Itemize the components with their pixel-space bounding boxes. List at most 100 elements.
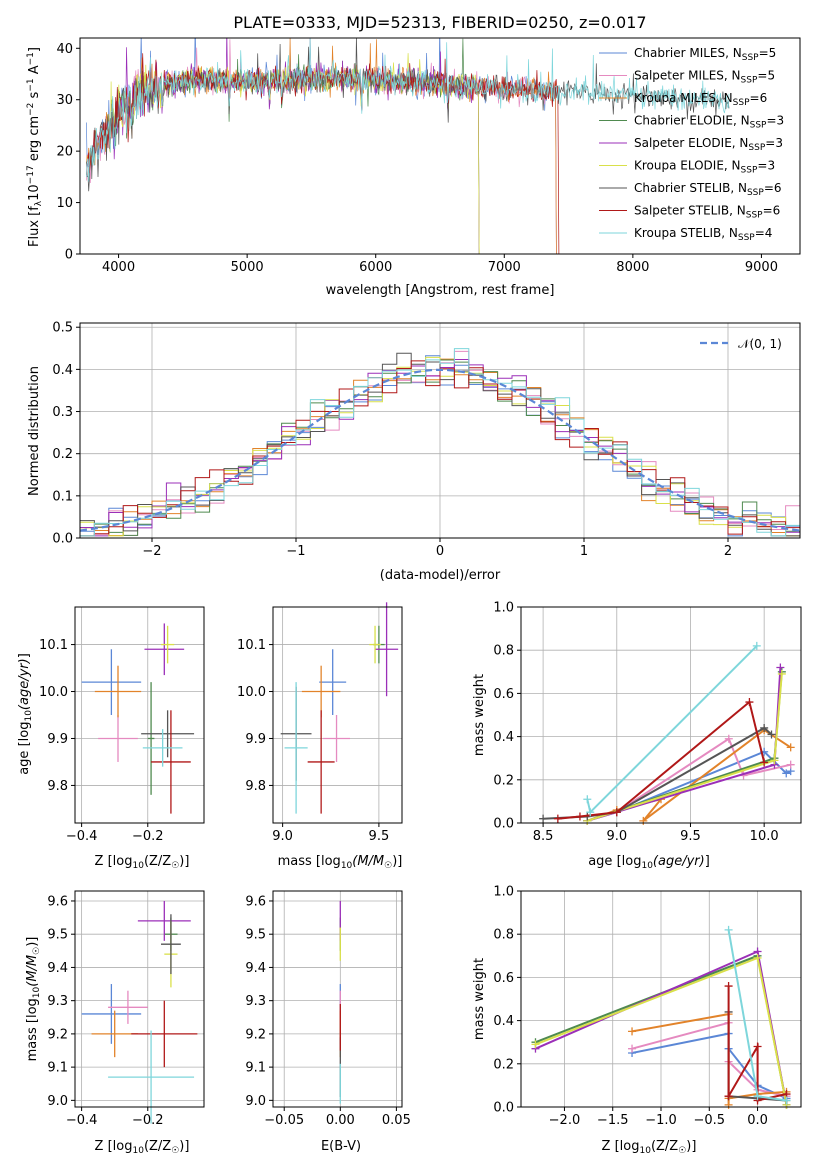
y-tick-label: 9.0: [245, 1094, 266, 1109]
legend-subscript: SSP: [746, 211, 763, 221]
legend-entry: Chabrier ELODIE, NSSP=3: [634, 114, 784, 131]
age-weight-xlabel: age [log10(age/yr)]: [588, 854, 710, 871]
legend-entry: Salpeter STELIB, NSSP=6: [634, 204, 780, 221]
weight-marker: [612, 808, 621, 817]
weight-marker: [586, 808, 595, 817]
y-tick-label: 9.3: [245, 994, 266, 1009]
x-tick-label: 9.5: [680, 829, 701, 844]
y-tick-label: 20: [56, 145, 73, 160]
y-tick-label: 0.0: [493, 817, 514, 832]
z-age-ylabel: age [log10(age/yr)]: [17, 653, 34, 775]
weight-marker: [639, 816, 648, 825]
y-tick-label: 9.1: [47, 1061, 68, 1076]
z-mass-ylabel: mass [log10(M/M☉)]: [25, 937, 42, 1062]
axes-frame: [74, 606, 205, 824]
x-tick-label: −2.0: [549, 1113, 581, 1128]
legend-entry-suffix: =3: [765, 136, 783, 150]
z-weight-panel: Z [log10(Z/Z☉)] mass weight −2.0 −1.5 −1.0…: [472, 885, 802, 1156]
error-bar-point: [91, 1010, 138, 1058]
legend-subscript: SSP: [748, 143, 765, 153]
x-tick-label: 4000: [102, 260, 135, 275]
y-tick-label: 0.4: [52, 363, 73, 378]
z-mass-panel: Z [log10(Z/Z☉)] mass [log10(M/M☉)] −0.4 −…: [25, 890, 205, 1156]
weight-marker: [553, 814, 562, 823]
error-bar-point: [161, 914, 181, 975]
weight-marker: [767, 730, 776, 739]
y-tick-label: 9.0: [47, 1094, 68, 1109]
legend-entry-suffix: =3: [766, 114, 784, 128]
weight-marker: [531, 1040, 540, 1049]
y-tick-label: 0.0: [493, 1101, 514, 1116]
y-tick-label: 0.0: [52, 532, 73, 547]
y-tick-label: 9.4: [47, 961, 68, 976]
x-tick-label: −2: [142, 544, 161, 559]
legend-entry-suffix: =3: [757, 159, 775, 173]
x-tick-label: 1: [580, 544, 588, 559]
error-bar-point: [319, 649, 347, 715]
y-tick-label: 1.0: [493, 885, 514, 900]
age-weight-ylabel: mass weight: [472, 674, 487, 756]
spectrum-title: PLATE=0333, MJD=52313, FIBERID=0250, z=0…: [233, 13, 646, 32]
weight-marker: [575, 812, 584, 821]
legend-entry-suffix: =5: [757, 69, 775, 83]
z-age-panel: Z [log10(Z/Z☉)] age [log10(age/yr)] −0.4…: [17, 606, 205, 871]
normal-curve: [80, 368, 800, 532]
x-tick-label: 10.0: [750, 829, 779, 844]
error-bar-point: [301, 665, 341, 718]
x-tick-label: 0.00: [326, 1113, 355, 1128]
y-tick-label: 10.0: [237, 685, 266, 700]
y-tick-label: 9.5: [245, 928, 266, 943]
weight-marker: [770, 756, 779, 765]
residual-histogram-panel: (data-model)/error Normed distribution −…: [27, 321, 801, 583]
y-tick-label: 9.2: [47, 1027, 68, 1042]
weight-marker: [760, 758, 769, 767]
error-bar-point: [142, 729, 183, 767]
weight-marker: [753, 953, 762, 962]
axes-frame: [520, 890, 802, 1108]
y-tick-label: 9.9: [47, 732, 68, 747]
x-tick-label: 9000: [745, 260, 778, 275]
legend-entry-suffix: =6: [764, 181, 782, 195]
weight-line-8: [586, 645, 758, 815]
axes-frame: [79, 37, 801, 255]
weight-marker: [724, 1092, 733, 1101]
mass-age-xlabel: mass [log10(M/M☉)]: [278, 854, 403, 871]
spectrum-line-0: [86, 38, 557, 254]
legend-entry-suffix: =6: [750, 91, 768, 105]
x-tick-label: −0.2: [132, 1113, 164, 1128]
weight-marker: [777, 669, 786, 678]
y-tick-label: 9.6: [47, 894, 68, 909]
weight-marker: [745, 698, 754, 707]
legend-subscript: SSP: [738, 233, 755, 243]
legend-entry: Kroupa STELIB, NSSP=4: [634, 226, 772, 243]
y-tick-label: 10.1: [237, 638, 266, 653]
y-tick-label: 0.8: [493, 928, 514, 943]
weight-marker: [583, 795, 592, 804]
x-tick-label: 9.5: [369, 829, 390, 844]
error-bar-point: [151, 710, 191, 814]
z-mass-xlabel: Z [log10(Z/Z☉)]: [95, 1139, 190, 1156]
legend-subscript: SSP: [741, 166, 758, 176]
residual-xlabel: (data-model)/error: [380, 568, 501, 583]
weight-marker: [782, 769, 791, 778]
ebv-mass-panel: E(B-V) −0.05 0.00 0.05 9.0 9.1 9.2 9.3 9.4 9.5 9.…: [245, 890, 411, 1154]
error-bar-point: [323, 715, 351, 762]
y-tick-label: 0.3: [52, 405, 73, 420]
weight-marker: [539, 814, 548, 823]
x-tick-label: 6000: [359, 260, 392, 275]
z-weight-ylabel: mass weight: [472, 958, 487, 1040]
x-tick-label: −0.5: [693, 1113, 725, 1128]
y-tick-label: 0: [65, 248, 73, 263]
y-tick-label: 0.5: [52, 321, 73, 336]
axes-frame: [272, 890, 403, 1108]
x-tick-label: 0.0: [747, 1113, 768, 1128]
x-tick-label: −1.5: [597, 1113, 629, 1128]
weight-marker: [752, 641, 761, 650]
error-bar-point: [144, 623, 185, 676]
y-tick-label: 0.6: [493, 687, 514, 702]
mass-age-panel: mass [log10(M/M☉)] 9.0 9.5 9.8 9.9 10.0 10.1: [237, 602, 403, 871]
z-weight-xlabel: Z [log10(Z/Z☉)]: [602, 1139, 697, 1156]
legend-entry: Salpeter MILES, NSSP=5: [634, 69, 775, 86]
legend-subscript: SSP: [741, 76, 758, 86]
